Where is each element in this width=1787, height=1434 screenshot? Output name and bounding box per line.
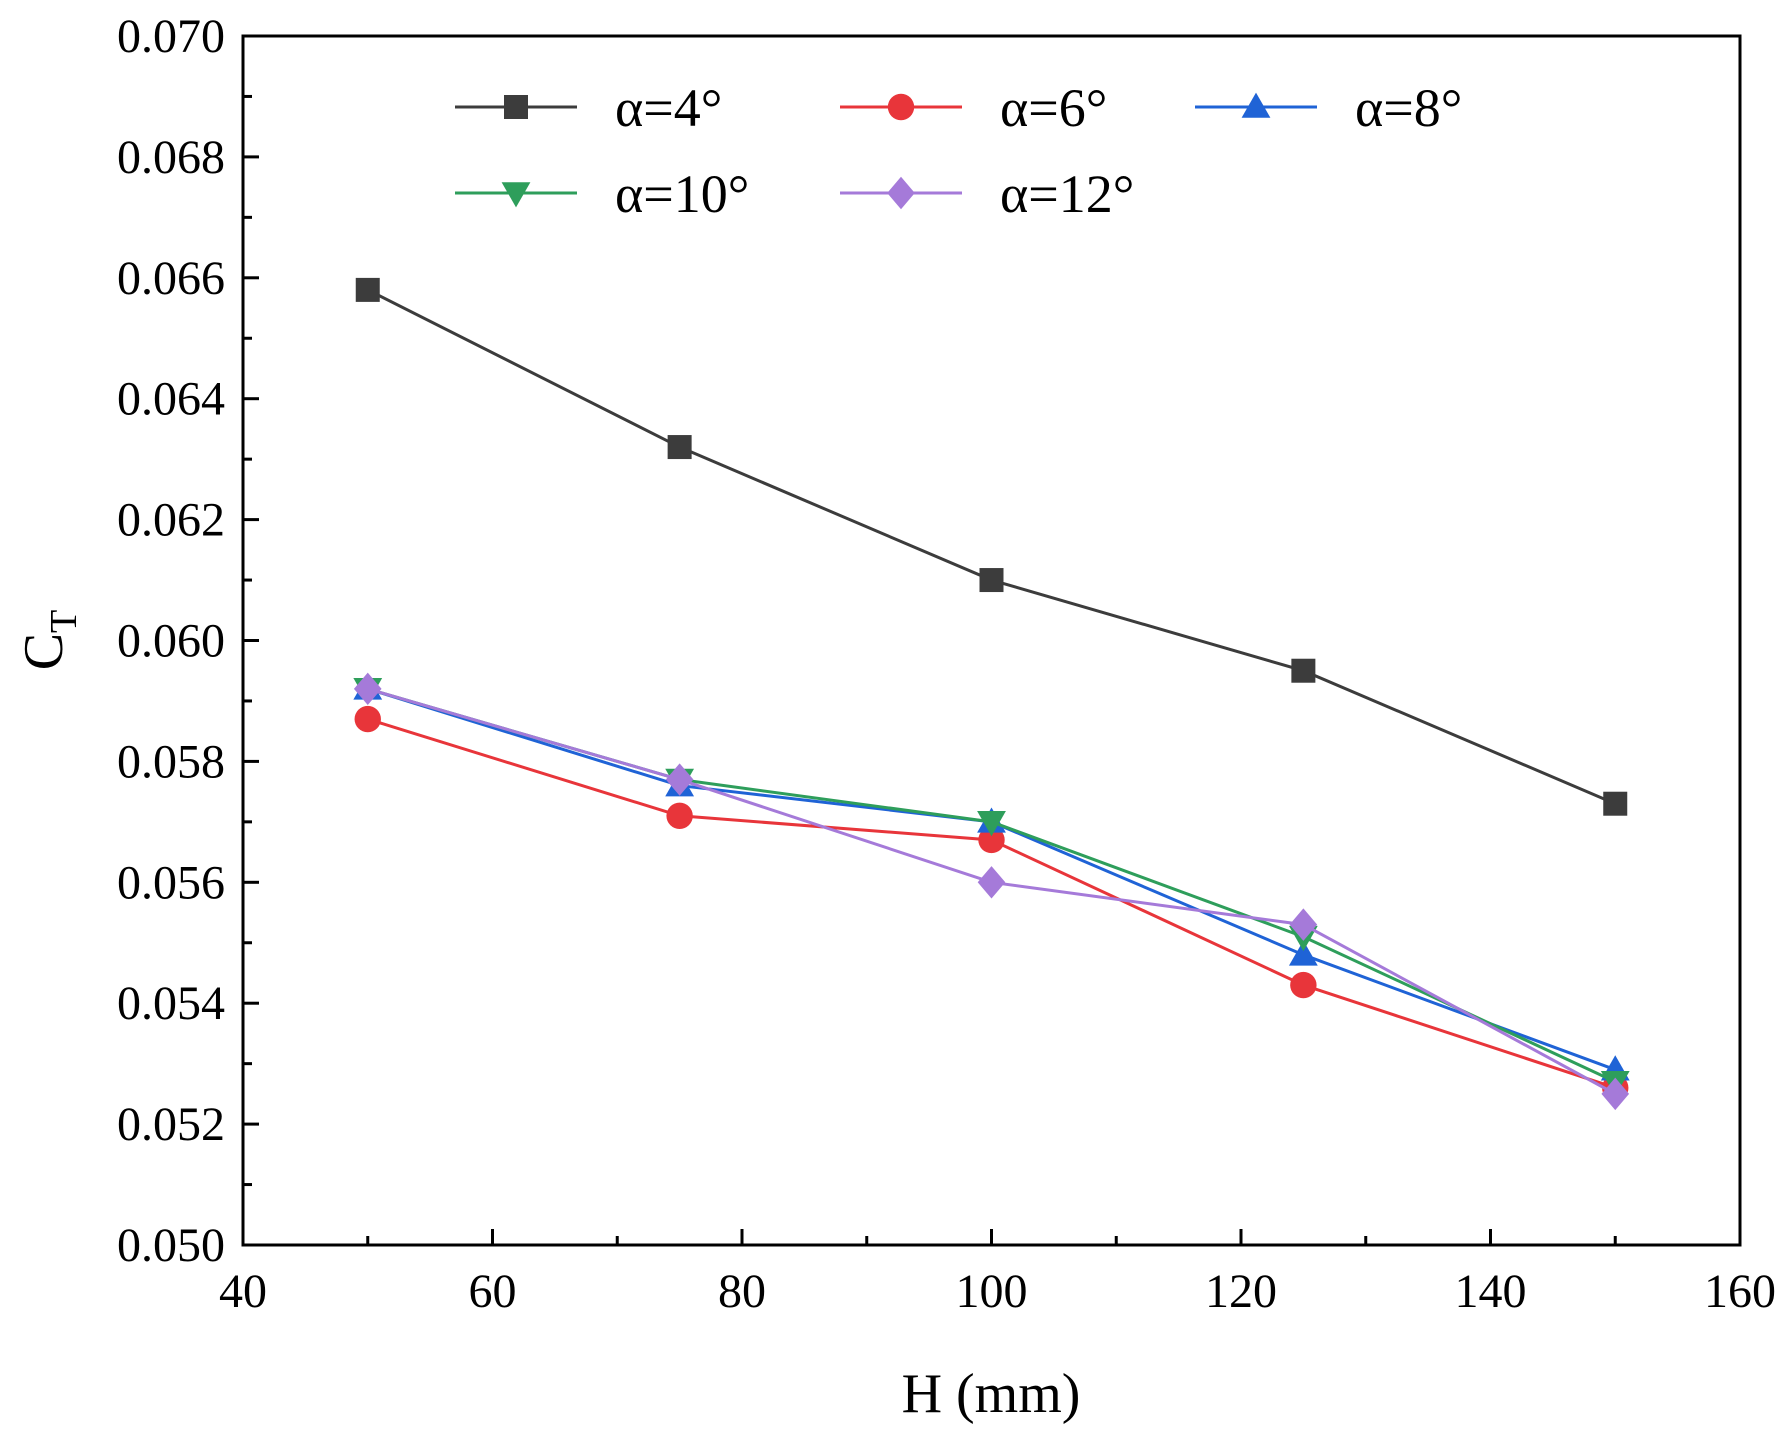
legend-label: α=8° bbox=[1355, 78, 1462, 138]
legend-item: α=6° bbox=[840, 78, 1107, 138]
x-tick-label: 120 bbox=[1205, 1265, 1277, 1318]
plot-frame bbox=[241, 34, 1742, 1247]
legend-marker bbox=[501, 182, 531, 208]
y-tick-label: 0.056 bbox=[117, 856, 225, 909]
x-tick-label: 100 bbox=[956, 1265, 1028, 1318]
legend-item: α=10° bbox=[455, 164, 749, 224]
data-point bbox=[977, 811, 1006, 837]
series-layer bbox=[353, 277, 1630, 1111]
y-axis-title-subscript: T bbox=[43, 610, 85, 633]
data-point bbox=[667, 435, 692, 460]
x-tick-label: 40 bbox=[219, 1265, 267, 1318]
y-tick-label: 0.060 bbox=[117, 615, 225, 668]
data-point bbox=[979, 568, 1004, 593]
series-line bbox=[367, 288, 1616, 806]
data-point bbox=[355, 277, 380, 302]
y-axis: 0.050 0.052 0.054 0.056 0.058 0.060 0.062 0.064… bbox=[117, 10, 259, 1272]
x-tick-label: 60 bbox=[469, 1265, 517, 1318]
data-point bbox=[1601, 1077, 1630, 1111]
series-1 bbox=[355, 277, 1628, 816]
y-tick-label: 0.054 bbox=[117, 977, 225, 1030]
data-point bbox=[978, 826, 1005, 854]
legend-item: α=4° bbox=[455, 78, 722, 138]
legend-marker bbox=[504, 95, 528, 119]
legend-label: α=6° bbox=[1000, 78, 1107, 138]
x-tick-label: 80 bbox=[718, 1265, 766, 1318]
legend: α=4° α=6° α=8° α=10° α=12° bbox=[455, 78, 1462, 224]
data-point bbox=[1290, 971, 1317, 999]
data-point bbox=[1289, 908, 1318, 941]
series-line bbox=[367, 717, 1616, 1090]
series-5 bbox=[353, 672, 1630, 1111]
y-tick-label: 0.066 bbox=[117, 252, 225, 305]
data-point bbox=[1288, 940, 1318, 966]
legend-label: α=4° bbox=[615, 78, 722, 138]
y-tick-label: 0.058 bbox=[117, 735, 225, 788]
y-tick-label: 0.050 bbox=[117, 1219, 225, 1272]
data-point bbox=[666, 802, 693, 830]
legend-label: α=10° bbox=[615, 164, 749, 224]
y-tick-label: 0.064 bbox=[117, 373, 225, 426]
legend-marker bbox=[887, 176, 915, 210]
legend-item: α=8° bbox=[1195, 78, 1462, 138]
data-point bbox=[665, 763, 694, 796]
y-tick-label: 0.062 bbox=[117, 494, 225, 547]
data-point bbox=[354, 705, 381, 733]
y-tick-label: 0.070 bbox=[117, 10, 225, 63]
y-tick-label: 0.068 bbox=[117, 131, 225, 184]
y-tick-label: 0.052 bbox=[117, 1098, 225, 1151]
data-point bbox=[353, 672, 382, 706]
x-tick-label: 140 bbox=[1455, 1265, 1527, 1318]
y-axis-title: CT bbox=[13, 610, 85, 671]
data-point bbox=[977, 866, 1006, 899]
x-axis: 40 60 80 100 120 140 160 bbox=[219, 1229, 1776, 1318]
legend-item: α=12° bbox=[840, 164, 1134, 224]
legend-label: α=12° bbox=[1000, 164, 1134, 224]
x-axis-title: H (mm) bbox=[902, 1363, 1081, 1425]
x-tick-label: 160 bbox=[1704, 1265, 1776, 1318]
legend-marker bbox=[1241, 92, 1271, 118]
data-point bbox=[1603, 791, 1628, 816]
data-point bbox=[1291, 658, 1316, 683]
y-axis-title-main: C bbox=[13, 633, 75, 670]
series-2 bbox=[354, 705, 1629, 1102]
legend-marker bbox=[887, 93, 915, 121]
